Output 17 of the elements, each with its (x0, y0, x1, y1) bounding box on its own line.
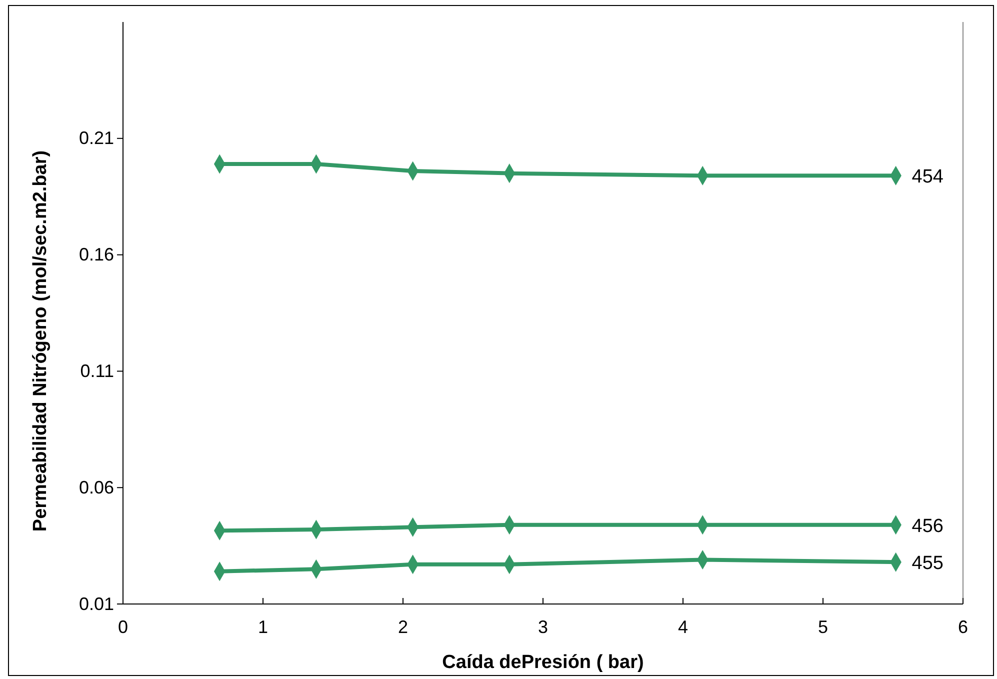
x-axis-title: Caída dePresión ( bar) (442, 652, 644, 673)
x-tick-label: 0 (118, 616, 128, 637)
series-label: 455 (912, 553, 944, 574)
y-tick-label: 0.11 (80, 360, 114, 381)
x-tick-label: 6 (958, 616, 968, 637)
series-label: 454 (912, 166, 944, 188)
x-tick-label: 4 (678, 616, 688, 637)
x-tick-label: 3 (538, 616, 548, 637)
series-label: 456 (912, 516, 944, 537)
x-tick-label: 5 (818, 616, 828, 637)
y-tick-label: 0.21 (78, 128, 114, 148)
y-tick-label: 0.06 (78, 477, 114, 498)
y-axis-title: Permeabilidad Nitrógeno (mol/sec.m2.bar) (30, 150, 51, 532)
y-tick-label: 0.01 (78, 594, 114, 614)
y-tick-label: 0.16 (78, 244, 114, 265)
x-tick-label: 1 (258, 616, 268, 637)
x-tick-label: 2 (398, 616, 408, 637)
